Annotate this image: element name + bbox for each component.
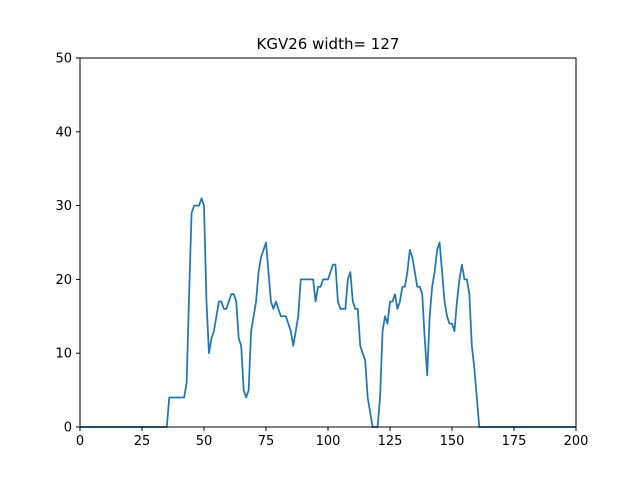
x-tick-label: 75 [258,434,275,449]
y-tick-label: 40 [55,125,72,140]
chart-title: KGV26 width= 127 [257,35,400,53]
x-tick-label: 125 [378,434,403,449]
x-tick-label: 25 [134,434,151,449]
x-tick-label: 150 [440,434,465,449]
x-tick-label: 200 [564,434,589,449]
x-tick-label: 100 [316,434,341,449]
series-line [80,197,576,428]
y-tick-label: 0 [64,421,72,436]
x-tick-label: 50 [196,434,213,449]
x-tick-label: 175 [502,434,527,449]
x-axis: 0 25 50 75 100 125 150 175 200 [76,427,589,449]
y-tick-label: 50 [55,52,72,67]
plot-area [80,197,576,428]
y-tick-label: 10 [55,347,72,362]
y-tick-label: 30 [55,199,72,214]
y-axis: 0 10 20 30 40 50 [55,52,80,436]
y-tick-label: 20 [55,273,72,288]
x-tick-label: 0 [76,434,84,449]
